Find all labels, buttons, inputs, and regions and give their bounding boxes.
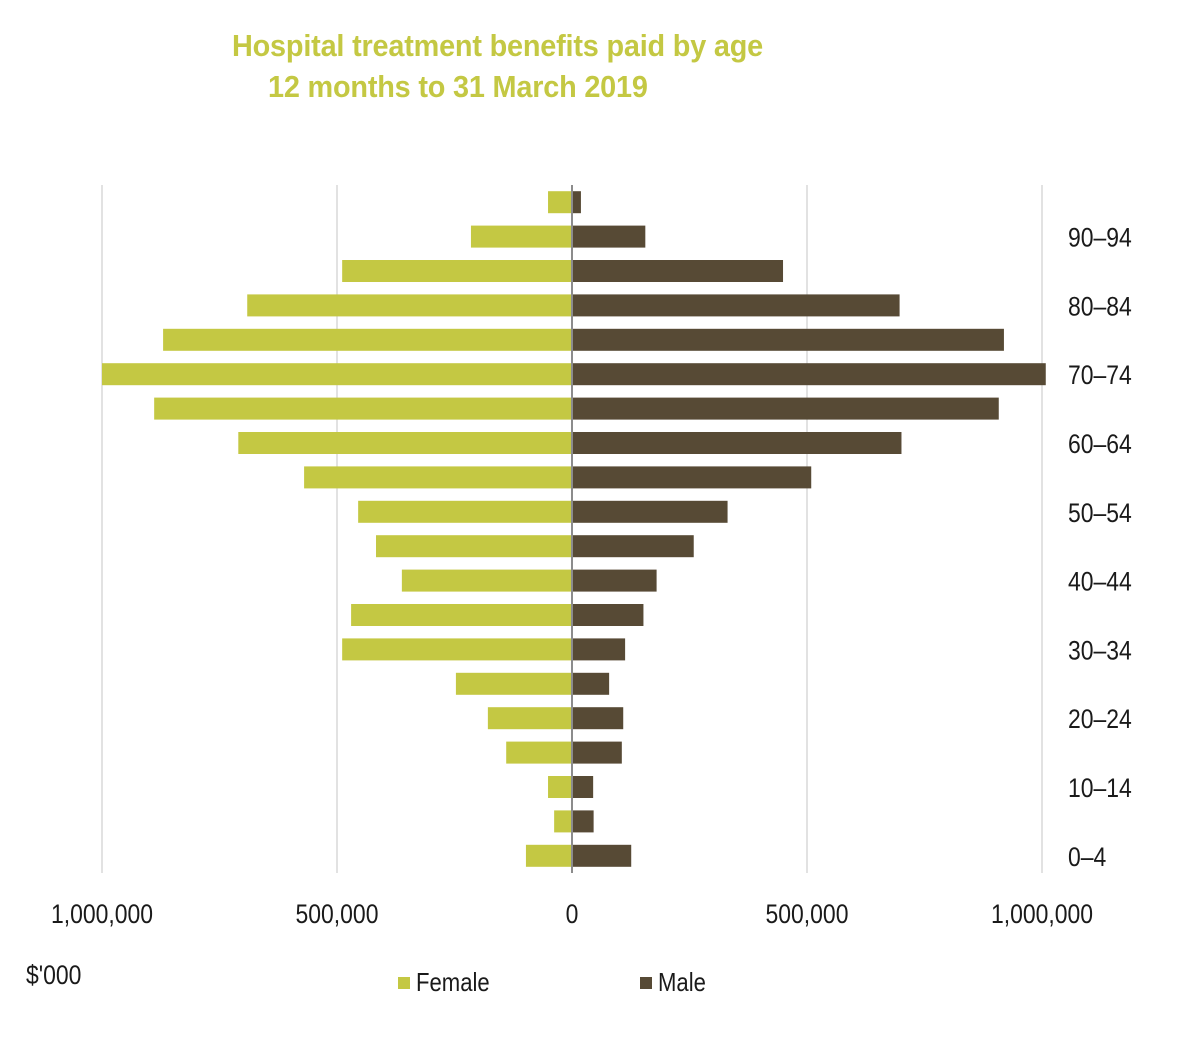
legend-swatch-female xyxy=(398,976,410,989)
bar-female-20–24 xyxy=(487,707,572,730)
bar-female-90–94 xyxy=(470,225,572,248)
age-labels: 90–94 80–84 70–74 60–64 50–54 40–44 30–34 20–24… xyxy=(1068,223,1132,872)
bar-male-30–34 xyxy=(572,638,626,661)
legend-item-male[interactable]: Male xyxy=(640,967,714,998)
age-label: 40–44 xyxy=(1068,567,1132,597)
bar-female-85–89 xyxy=(342,260,572,282)
age-label: 90–94 xyxy=(1068,223,1132,253)
bars xyxy=(102,191,1046,867)
bar-male-70–74 xyxy=(572,363,1046,386)
bar-male-50–54 xyxy=(572,500,728,523)
age-label: 80–84 xyxy=(1068,292,1132,322)
age-label: 60–64 xyxy=(1068,429,1132,459)
bar-female-40–44 xyxy=(401,569,572,592)
bar-male-15–19 xyxy=(572,741,622,764)
unit-label: $'000 xyxy=(26,960,82,990)
bar-male-95+ xyxy=(572,191,581,214)
bar-male-55–59 xyxy=(572,466,812,489)
bar-female-70–74 xyxy=(102,363,572,386)
legend-label-female: Female xyxy=(416,967,490,997)
bar-female-10–14 xyxy=(548,776,572,798)
age-label: 70–74 xyxy=(1068,360,1132,390)
age-label: 50–54 xyxy=(1068,498,1132,528)
x-tick-label: 1,000,000 xyxy=(991,899,1093,929)
x-tick-label: 500,000 xyxy=(766,899,849,929)
chart-title: Hospital treatment benefits paid by age xyxy=(232,28,764,63)
legend-label-male: Male xyxy=(658,967,706,997)
bar-female-25–29 xyxy=(455,672,572,695)
bar-male-20–24 xyxy=(572,707,624,730)
bar-male-25–29 xyxy=(572,672,610,695)
legend-swatch-male xyxy=(640,976,652,989)
bar-female-75–79 xyxy=(163,328,572,351)
bar-female-15–19 xyxy=(506,741,572,764)
age-label: 30–34 xyxy=(1068,636,1132,666)
bar-female-35–39 xyxy=(351,604,572,626)
bar-male-80–84 xyxy=(572,294,900,317)
bar-female-5–9 xyxy=(554,810,572,833)
bar-female-55–59 xyxy=(304,466,572,489)
bar-male-75–79 xyxy=(572,328,1004,351)
bar-male-60–64 xyxy=(572,432,902,454)
x-tick-label: 500,000 xyxy=(296,899,379,929)
bar-male-0–4 xyxy=(572,844,632,867)
bar-female-80–84 xyxy=(247,294,573,317)
chart-subtitle: 12 months to 31 March 2019 xyxy=(268,69,648,104)
x-tick-label: 1,000,000 xyxy=(51,899,153,929)
bar-female-50–54 xyxy=(358,500,572,523)
x-tick-label: 0 xyxy=(566,899,579,929)
bar-male-85–89 xyxy=(572,260,784,282)
bar-male-65–69 xyxy=(572,397,999,420)
bar-female-65–69 xyxy=(154,397,573,420)
bar-female-60–64 xyxy=(238,432,573,454)
x-axis-ticks: 1,000,000 500,000 0 500,000 1,000,000 xyxy=(51,899,1093,929)
bar-male-10–14 xyxy=(572,776,594,798)
gridlines xyxy=(101,185,1043,873)
age-label: 10–14 xyxy=(1068,773,1132,803)
bar-male-5–9 xyxy=(572,810,594,833)
age-label: 0–4 xyxy=(1068,842,1106,872)
legend-item-female[interactable]: Female xyxy=(398,967,503,998)
age-label: 20–24 xyxy=(1068,704,1132,734)
bar-male-40–44 xyxy=(572,569,657,592)
bar-female-45–49 xyxy=(376,535,572,558)
bar-female-0–4 xyxy=(525,844,572,867)
bar-male-35–39 xyxy=(572,604,644,626)
bar-female-95+ xyxy=(548,191,572,214)
bar-male-45–49 xyxy=(572,535,694,558)
bar-female-30–34 xyxy=(342,638,572,661)
bar-male-90–94 xyxy=(572,225,646,248)
